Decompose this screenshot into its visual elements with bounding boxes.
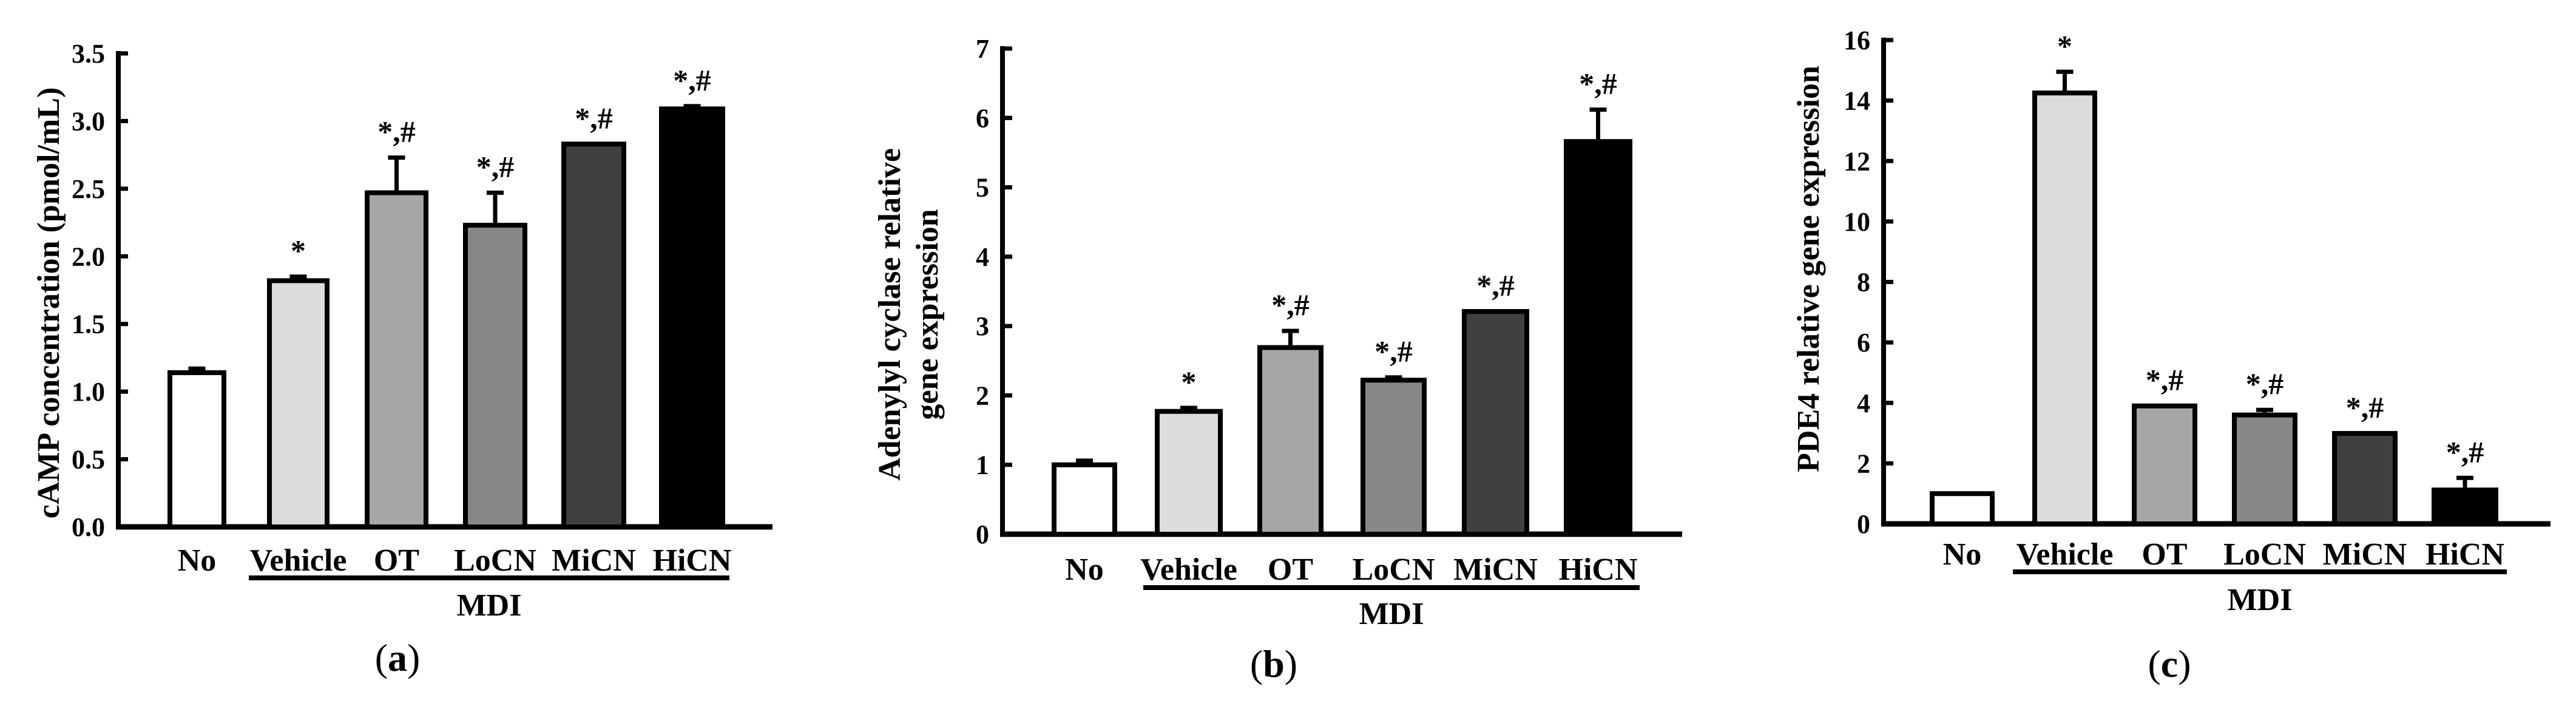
panel-letter: b	[1263, 642, 1285, 685]
y-tick-label: 3.5	[72, 39, 105, 69]
significance-annotation: *	[2057, 29, 2072, 63]
bar-vehicle	[1155, 409, 1223, 537]
x-category-label: Vehicle	[2017, 537, 2114, 572]
x-category-label: OT	[1268, 552, 1313, 587]
y-tick-label: 2.0	[72, 242, 105, 271]
significance-annotation: *,#	[2346, 390, 2384, 424]
significance-annotation: *,#	[1374, 334, 1413, 368]
significance-annotation: *,#	[377, 115, 416, 149]
y-tick-label: 1	[976, 450, 989, 480]
significance-annotation: *,#	[2146, 363, 2184, 397]
y-tick-label: 14	[1844, 86, 1870, 116]
x-category-label: OT	[374, 543, 419, 578]
x-category-label: LoCN	[2223, 537, 2306, 572]
x-category-label: No	[1943, 537, 1982, 572]
y-tick-label: 7	[976, 34, 989, 64]
y-tick-label: 3.0	[72, 106, 105, 136]
y-tick-label: 2	[1857, 449, 1870, 478]
x-category-label: No	[178, 543, 217, 578]
y-tick-label: 0	[1857, 509, 1870, 539]
y-tick-label: 4	[976, 242, 989, 272]
x-category-label: HiCN	[1559, 552, 1638, 587]
x-category-label: MiCN	[1453, 552, 1538, 587]
panel-label: (c)	[2148, 642, 2191, 685]
bar-micn	[561, 141, 626, 530]
bar-micn	[1462, 309, 1529, 537]
bar-ot	[2132, 403, 2197, 527]
bar-vehicle	[2032, 90, 2097, 526]
x-category-label: Vehicle	[1140, 552, 1237, 587]
y-tick-label: 1.0	[72, 377, 105, 407]
bar-no	[1930, 491, 1995, 526]
y-tick-label: 4	[1857, 388, 1870, 418]
significance-annotation: *	[1182, 365, 1197, 399]
y-axis-title: gene expression	[910, 209, 945, 419]
x-category-label: LoCN	[454, 543, 536, 578]
panel-label: (a)	[375, 636, 421, 679]
y-tick-label: 0	[976, 520, 989, 549]
bar-hicn	[2432, 487, 2498, 527]
y-tick-label: 5	[976, 173, 989, 203]
significance-annotation: *,#	[476, 150, 515, 184]
bar-ot	[1257, 345, 1323, 537]
y-axis-title: cAMP concentration (pmol/mL)	[32, 87, 66, 519]
bar-ot	[365, 190, 428, 529]
bar-no	[1052, 462, 1117, 537]
x-category-label: OT	[2142, 537, 2187, 572]
x-category-label: No	[1065, 552, 1104, 587]
y-tick-label: 3	[976, 311, 989, 341]
x-category-label: HiCN	[2426, 537, 2504, 572]
bar-hicn	[659, 106, 725, 530]
y-tick-label: 0.0	[72, 512, 105, 542]
group-label: MDI	[457, 588, 522, 623]
bar-vehicle	[267, 278, 330, 529]
significance-annotation: *	[291, 234, 306, 268]
y-tick-label: 0.5	[72, 445, 105, 475]
panel-letter: a	[388, 636, 407, 679]
y-tick-label: 6	[976, 103, 989, 133]
significance-annotation: *,#	[575, 101, 613, 135]
significance-annotation: *,#	[1476, 268, 1515, 302]
x-category-label: Vehicle	[250, 543, 347, 578]
panel-label: (b)	[1250, 642, 1297, 685]
y-tick-label: 2	[976, 381, 989, 410]
significance-annotation: *,#	[673, 63, 711, 97]
chart-panel-b: 0 1 2 3 4 5 6 7 Adenylyl cyclase relative gene ex…	[873, 34, 1682, 685]
significance-annotation: *,#	[2246, 367, 2284, 401]
x-category-label: LoCN	[1353, 552, 1435, 587]
y-tick-label: 2.5	[72, 174, 105, 204]
group-label: MDI	[1359, 597, 1424, 631]
x-category-label: HiCN	[653, 543, 732, 578]
significance-annotation: *,#	[1271, 288, 1310, 322]
bar-micn	[2332, 431, 2398, 526]
panel-letter: c	[2161, 642, 2178, 685]
y-tick-label: 10	[1844, 207, 1870, 237]
bar-locn	[463, 223, 527, 529]
y-tick-label: 16	[1844, 25, 1870, 55]
bar-hicn	[1564, 139, 1632, 537]
y-tick-label: 1.5	[72, 310, 105, 339]
y-axis-title: Adenylyl cyclase relative	[873, 148, 907, 481]
y-axis-title: PDE4 relative gene expression	[1791, 66, 1826, 472]
bar-locn	[1361, 378, 1427, 537]
y-tick-label: 6	[1857, 328, 1870, 358]
x-category-label: MiCN	[552, 543, 636, 578]
significance-annotation: *,#	[1579, 67, 1617, 101]
group-label: MDI	[2228, 583, 2293, 617]
y-tick-label: 8	[1857, 268, 1870, 297]
x-category-label: MiCN	[2323, 537, 2407, 572]
significance-annotation: *,#	[2446, 435, 2484, 469]
bar-locn	[2232, 412, 2297, 526]
chart-panel-c: 0 2 4 6 8 10 12 14 16 PDE4 relative gene expressi…	[1791, 25, 2551, 685]
bar-no	[167, 370, 226, 530]
y-tick-label: 12	[1844, 146, 1870, 176]
